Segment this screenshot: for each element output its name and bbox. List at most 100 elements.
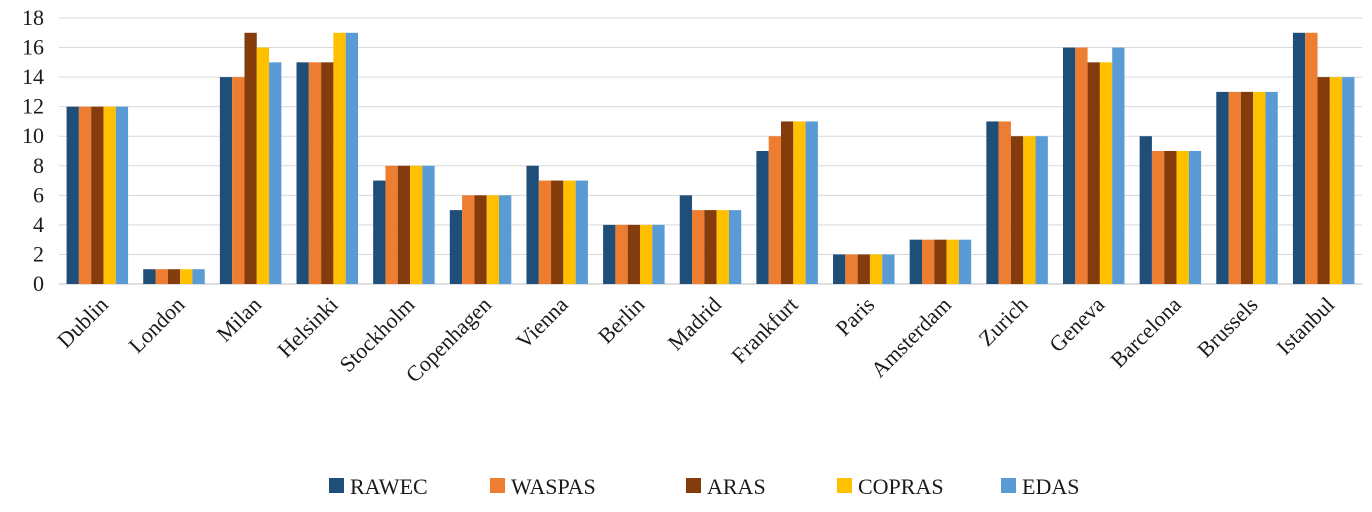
bar-copras-istanbul [1329,77,1343,284]
legend-item-waspas: WASPAS [490,474,596,499]
bar-copras-amsterdam [946,239,959,284]
legend-swatch [686,478,701,493]
bar-edas-geneva [1112,47,1125,285]
y-tick-label: 4 [33,212,44,237]
bar-rawec-milan [219,77,233,284]
bar-waspas-zurich [998,121,1011,284]
bar-waspas-frankfurt [768,136,781,284]
bar-edas-copenhagen [499,195,512,284]
bar-waspas-berlin [615,224,628,284]
bar-waspas-vienna [538,180,552,284]
bar-copras-copenhagen [486,195,500,284]
bar-copras-paris [869,254,883,284]
legend-item-edas: EDAS [1001,474,1079,499]
bar-edas-zurich [1035,136,1048,284]
bar-rawec-istanbul [1292,32,1306,284]
bar-waspas-copenhagen [462,195,475,284]
bar-edas-london [192,269,205,284]
bar-rawec-geneva [1062,47,1076,285]
bar-edas-helsinki [345,32,359,284]
bar-copras-madrid [716,210,729,284]
bar-rawec-berlin [603,224,616,284]
bar-waspas-london [155,269,168,284]
bar-aras-paris [857,254,870,284]
bar-aras-barcelona [1164,151,1177,284]
legend-swatch [1001,478,1016,493]
bar-copras-frankfurt [793,121,806,284]
y-tick-label: 6 [33,182,44,207]
y-tick-label: 10 [22,123,44,148]
bar-aras-geneva [1087,62,1100,284]
bar-edas-milan [269,62,282,284]
bar-rawec-zurich [986,121,999,284]
bar-rawec-dublin [66,106,79,284]
legend-label: WASPAS [511,474,596,499]
bar-copras-barcelona [1176,151,1189,284]
bar-edas-stockholm [422,165,435,284]
bar-edas-dublin [115,106,129,284]
bar-aras-brussels [1240,91,1254,284]
bars [66,32,1355,285]
bar-edas-amsterdam [958,239,972,284]
bar-copras-london [180,269,193,284]
legend-item-copras: COPRAS [837,474,944,499]
bar-waspas-paris [845,254,858,284]
bar-rawec-brussels [1216,91,1229,284]
category-label: Berlin [593,292,650,349]
legend-swatch [490,478,505,493]
bar-rawec-frankfurt [756,151,769,284]
category-label: London [123,292,189,358]
bar-edas-istanbul [1342,77,1355,284]
category-label: Barcelona [1105,292,1186,373]
bar-rawec-helsinki [296,62,309,284]
bar-copras-helsinki [333,32,346,284]
bar-aras-istanbul [1317,77,1330,284]
bar-waspas-brussels [1228,91,1241,284]
bar-copras-geneva [1099,62,1113,284]
bar-aras-stockholm [397,165,411,284]
category-label: Milan [211,292,266,347]
bar-copras-zurich [1023,136,1036,284]
bar-rawec-barcelona [1139,136,1152,284]
y-axis-ticks: 0 2 4 6 8 10 12 14 16 18 [22,5,44,296]
bar-waspas-stockholm [385,165,398,284]
bar-edas-vienna [575,180,588,284]
bar-waspas-helsinki [308,62,322,284]
bar-rawec-madrid [679,195,693,284]
bar-rawec-london [143,269,156,284]
category-label: Amsterdam [866,292,956,382]
bar-waspas-amsterdam [921,239,935,284]
legend-label: ARAS [707,474,766,499]
bar-copras-brussels [1253,91,1266,284]
bar-edas-berlin [652,224,665,284]
legend-label: RAWEC [350,474,428,499]
category-label: Istanbul [1271,292,1339,360]
bar-copras-stockholm [410,165,423,284]
bar-edas-barcelona [1188,151,1202,284]
bar-aras-milan [244,32,257,284]
bar-waspas-barcelona [1151,151,1165,284]
bar-aras-helsinki [321,62,334,284]
bar-aras-dublin [91,106,104,284]
category-label: Madrid [663,292,726,355]
bar-aras-madrid [704,210,717,284]
bar-edas-frankfurt [805,121,818,284]
bar-aras-frankfurt [781,121,794,284]
y-tick-label: 12 [22,94,44,119]
y-tick-label: 14 [22,64,44,89]
bar-aras-copenhagen [474,195,487,284]
category-label: Zurich [973,292,1032,351]
category-label: Paris [831,292,880,341]
legend-swatch [837,478,852,493]
bar-rawec-stockholm [373,180,386,284]
bar-aras-amsterdam [934,239,947,284]
legend-label: COPRAS [858,474,944,499]
y-tick-label: 0 [33,271,44,296]
bar-copras-dublin [103,106,116,284]
bar-rawec-vienna [526,165,539,284]
bar-rawec-amsterdam [909,239,922,284]
bar-edas-madrid [728,210,742,284]
legend-item-rawec: RAWEC [329,474,428,499]
y-tick-label: 16 [22,35,44,60]
